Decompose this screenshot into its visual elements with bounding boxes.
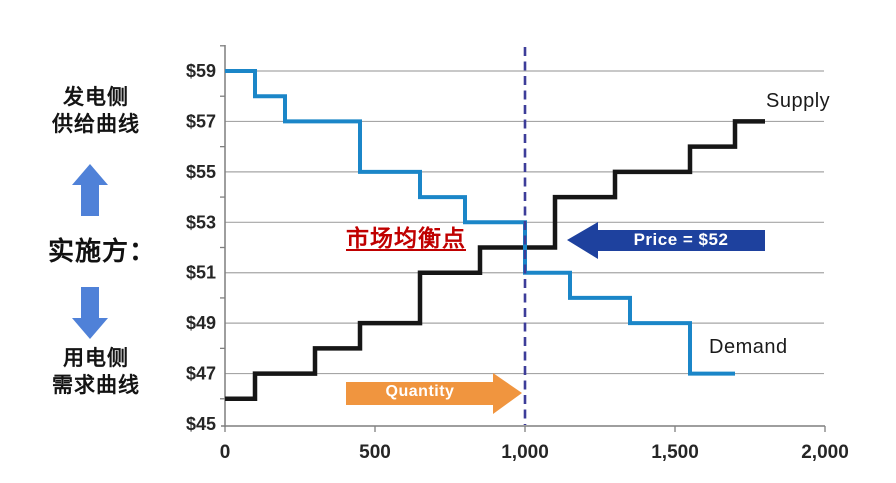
y-tick-label: $55 bbox=[186, 162, 216, 182]
y-tick-label: $53 bbox=[186, 212, 216, 232]
price-arrow-label: Price = $52 bbox=[633, 230, 729, 249]
equilibrium-point-label: 市场均衡点 bbox=[346, 225, 466, 251]
generation-side-label: 发电侧 供给曲线 bbox=[8, 84, 184, 138]
price-arrow: Price = $52 bbox=[566, 221, 768, 261]
x-tick-label: 1,000 bbox=[501, 442, 549, 463]
generation-side-line2: 供给曲线 bbox=[52, 113, 140, 136]
y-tick-label: $47 bbox=[186, 364, 216, 384]
consumption-side-line2: 需求曲线 bbox=[52, 374, 140, 397]
y-tick-label: $49 bbox=[186, 313, 216, 333]
down-arrow-icon bbox=[72, 287, 108, 339]
demand-curve-label: Demand bbox=[709, 336, 788, 358]
x-tick-label: 2,000 bbox=[801, 442, 849, 463]
x-tick-label: 0 bbox=[220, 442, 231, 463]
generation-side-line1: 发电侧 bbox=[63, 86, 129, 109]
x-tick-label: 500 bbox=[359, 442, 391, 463]
supply-curve-label: Supply bbox=[766, 90, 831, 112]
price-arrow-shape bbox=[567, 222, 765, 259]
quantity-arrow-label: Quantity bbox=[385, 383, 455, 400]
implementer-label: 实施方： bbox=[47, 236, 156, 266]
y-tick-label: $59 bbox=[186, 61, 216, 81]
quantity-arrow-shape bbox=[346, 373, 522, 414]
y-tick-label: $51 bbox=[186, 263, 216, 283]
quantity-arrow: Quantity bbox=[346, 372, 524, 415]
consumption-side-line1: 用电侧 bbox=[63, 347, 129, 370]
demand-curve bbox=[225, 69, 735, 376]
x-tick-label: 1,500 bbox=[651, 442, 699, 463]
up-arrow-icon bbox=[72, 164, 108, 216]
supply-curve bbox=[225, 119, 765, 402]
consumption-side-label: 用电侧 需求曲线 bbox=[8, 345, 184, 399]
y-tick-label: $57 bbox=[186, 111, 216, 131]
y-tick-label: $45 bbox=[186, 414, 216, 434]
